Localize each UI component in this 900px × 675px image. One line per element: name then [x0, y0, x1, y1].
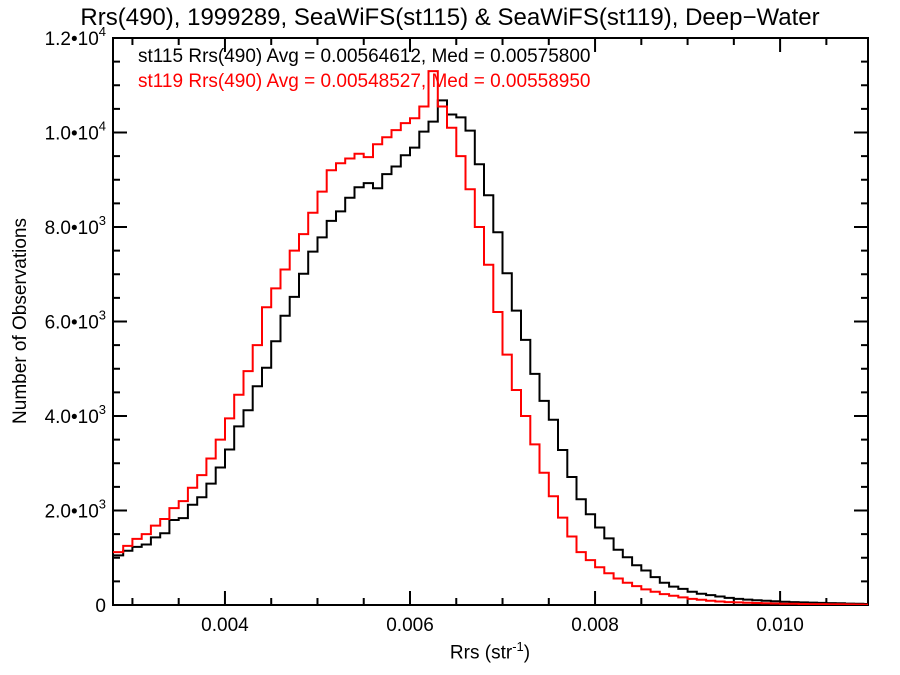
x-axis-title-close: )	[523, 642, 531, 664]
chart-title: Rrs(490), 1999289, SeaWiFS(st115) & SeaW…	[80, 4, 820, 31]
y-tick-label: 6.0•103	[45, 308, 106, 334]
x-tick-label: 0.004	[201, 615, 249, 636]
y-axis-title: Number of Observations	[10, 218, 31, 424]
x-tick-label: 0.006	[386, 615, 434, 636]
y-tick-label: 0	[95, 596, 106, 617]
x-tick-label: 0.008	[571, 615, 619, 636]
y-tick-labels: 02.0•1034.0•1036.0•1038.0•1031.0•1041.2•…	[45, 24, 106, 617]
axis-ticks	[113, 37, 868, 606]
x-axis-title: Rrs (str-1)	[0, 639, 900, 664]
y-tick-label: 1.0•104	[45, 119, 106, 145]
x-axis-title-superscript: -1	[512, 639, 524, 654]
x-axis-title-text: Rrs (str	[449, 642, 513, 664]
curve-st115	[113, 99, 868, 605]
y-tick-label: 2.0•103	[45, 497, 106, 523]
axis-box	[112, 37, 869, 606]
y-tick-label: 8.0•103	[45, 213, 106, 239]
y-tick-label: 4.0•103	[45, 402, 106, 428]
curve-st119	[113, 70, 868, 605]
legend-st119: st119 Rrs(490) Avg = 0.00548527, Med = 0…	[138, 71, 591, 92]
x-tick-labels: 0.004 0.006 0.008 0.010	[201, 615, 804, 636]
legend-st115: st115 Rrs(490) Avg = 0.00564612, Med = 0…	[138, 46, 591, 67]
x-tick-label: 0.010	[756, 615, 804, 636]
